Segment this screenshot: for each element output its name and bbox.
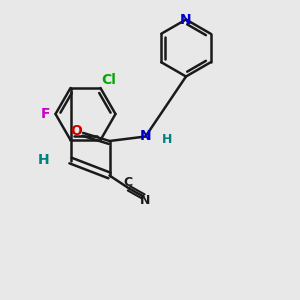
Text: C: C [123,176,132,189]
Text: H: H [162,133,172,146]
Text: F: F [40,107,50,121]
Text: H: H [38,153,50,166]
Text: N: N [140,194,150,207]
Text: O: O [70,124,83,137]
Text: N: N [140,130,151,143]
Text: Cl: Cl [102,73,117,87]
Text: N: N [180,13,192,26]
